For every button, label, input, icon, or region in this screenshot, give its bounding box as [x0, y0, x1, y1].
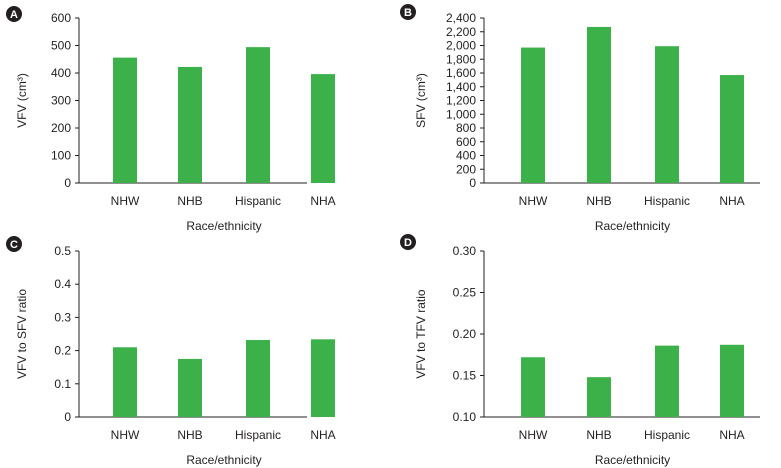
panel-a-y-tick-label: 100: [51, 149, 71, 163]
panel-b-y-tick-label: 1,600: [446, 66, 476, 80]
panel-a-x-tick-label: NHA: [310, 194, 335, 208]
panel-b-y-tick-label: 0: [469, 176, 476, 190]
panel-a-x-tick-label: Hispanic: [235, 194, 281, 208]
panel-b: B02004006008001,0001,2001,4001,6001,8002…: [400, 4, 760, 233]
panel-c: C 0 0.1 0.2 0.3 0.4 0.5 NHW NHB Hispanic NHA Race/e…: [6, 236, 336, 467]
panel-a-bar-nhb: [178, 66, 202, 183]
panel-b-y-tick-label: 200: [456, 162, 476, 176]
panel-c-x-axis-title: Race/ethnicity: [186, 453, 261, 467]
panel-c-bar-hispanic: [246, 339, 270, 417]
panel-c-x-tick-label: NHA: [310, 428, 335, 442]
panel-b-bar-nhw: [521, 47, 545, 183]
panel-c-bar-nhw: [113, 347, 137, 417]
panel-d-badge: D: [400, 234, 416, 250]
panel-d-y-tick-label: 0.30: [453, 244, 477, 258]
panel-c-y-tick-label: 0.3: [54, 310, 71, 324]
panel-b-x-tick-label: NHA: [719, 194, 744, 208]
panel-c-y-tick-label: 0: [64, 410, 71, 424]
panel-d-y-tick-label: 0.25: [453, 286, 477, 300]
panel-a-y-tick-label: 400: [51, 66, 71, 80]
panel-c-badge-circle: [6, 236, 22, 252]
panel-b-bar-hispanic: [655, 46, 679, 183]
panel-b-y-tick-label: 1,800: [446, 52, 476, 66]
panel-a-y-axis-title: VFV (cm³): [15, 73, 29, 128]
panel-b-y-tick-label: 400: [456, 149, 476, 163]
panel-a-bar-nhw: [113, 57, 137, 183]
panel-c-y-tick-label: 0.5: [54, 244, 71, 258]
panel-d-x-tick-label: NHA: [719, 428, 744, 442]
panel-a-y-tick-label: 200: [51, 121, 71, 135]
panel-b-y-tick-label: 2,000: [446, 39, 476, 53]
panel-d-bar-hispanic: [655, 345, 679, 417]
panel-b-y-tick-label: 2,400: [446, 11, 476, 25]
panel-b-y-tick-label: 1,200: [446, 94, 476, 108]
panel-b-x-tick-label: NHB: [586, 194, 611, 208]
panel-c-y-axis-title: VFV to SFV ratio: [15, 289, 29, 379]
panel-a-x-tick-label: NHW: [111, 194, 140, 208]
panel-d-bar-nhw: [521, 357, 545, 417]
panel-b-x-axis-title: Race/ethnicity: [595, 219, 670, 233]
panel-d-badge-circle: [400, 234, 416, 250]
panel-a-bar-nha: [311, 74, 335, 183]
panel-a-x-axis-title: Race/ethnicity: [186, 219, 261, 233]
panel-b-x-tick-label: Hispanic: [644, 194, 690, 208]
panel-c-x-tick-label: NHB: [177, 428, 202, 442]
panel-b-badge: B: [400, 4, 416, 20]
panel-a-badge-circle: [6, 6, 22, 22]
panel-d: D 0.10 0.15 0.20 0.25 0.30 NHW NHB Hispanic NHA Ra…: [400, 234, 760, 467]
panel-d-x-tick-label: NHB: [586, 428, 611, 442]
panel-b-y-tick-label: 600: [456, 135, 476, 149]
panel-b-y-tick-label: 800: [456, 121, 476, 135]
panel-b-y-tick-label: 2,200: [446, 25, 476, 39]
panel-c-y-tick-label: 0.4: [54, 277, 71, 291]
panel-d-y-tick-label: 0.10: [453, 410, 477, 424]
panel-a-y-tick-label: 500: [51, 39, 71, 53]
panel-b-y-tick-label: 1,000: [446, 107, 476, 121]
panel-d-x-tick-label: Hispanic: [644, 428, 690, 442]
panel-a-badge-label: A: [10, 9, 18, 21]
panel-d-y-tick-label: 0.20: [453, 327, 477, 341]
panel-c-x-tick-label: Hispanic: [235, 428, 281, 442]
panel-c-y-tick-label: 0.1: [54, 377, 71, 391]
panel-d-x-tick-label: NHW: [519, 428, 548, 442]
panel-a-badge: A: [6, 6, 22, 22]
panel-b-y-tick-label: 1,400: [446, 80, 476, 94]
panel-c-badge: C: [6, 236, 22, 252]
panel-a-y-tick-label: 300: [51, 94, 71, 108]
panel-a-x-tick-label: NHB: [177, 194, 202, 208]
panel-d-y-tick-label: 0.15: [453, 369, 477, 383]
panel-d-bar-nhb: [587, 377, 611, 417]
panel-b-y-axis-title: SFV (cm³): [414, 73, 428, 128]
panel-c-y-tick-label: 0.2: [54, 344, 71, 358]
panel-c-x-tick-label: NHW: [111, 428, 140, 442]
panel-b-bar-nhb: [587, 26, 611, 183]
panel-c-bar-nha: [311, 339, 335, 417]
panel-b-bar-nha: [720, 75, 744, 183]
panel-c-badge-label: C: [10, 239, 18, 251]
panel-b-badge-label: B: [404, 7, 412, 19]
panel-a-bar-hispanic: [246, 47, 270, 184]
panel-a: A 0 100 200 300 400 500 600 NHW NHB Hispanic NHA Rac…: [6, 6, 336, 233]
panel-a-y-tick-label: 600: [51, 11, 71, 25]
panel-d-bar-nha: [720, 344, 744, 417]
panel-d-badge-label: D: [404, 237, 412, 249]
panel-c-bar-nhb: [178, 358, 202, 417]
panel-b-badge-circle: [400, 4, 416, 20]
panel-d-y-axis-title: VFV to TFV ratio: [414, 289, 428, 378]
panel-a-y-tick-label: 0: [64, 176, 71, 190]
panel-b-x-tick-label: NHW: [519, 194, 548, 208]
panel-d-x-axis-title: Race/ethnicity: [595, 453, 670, 467]
